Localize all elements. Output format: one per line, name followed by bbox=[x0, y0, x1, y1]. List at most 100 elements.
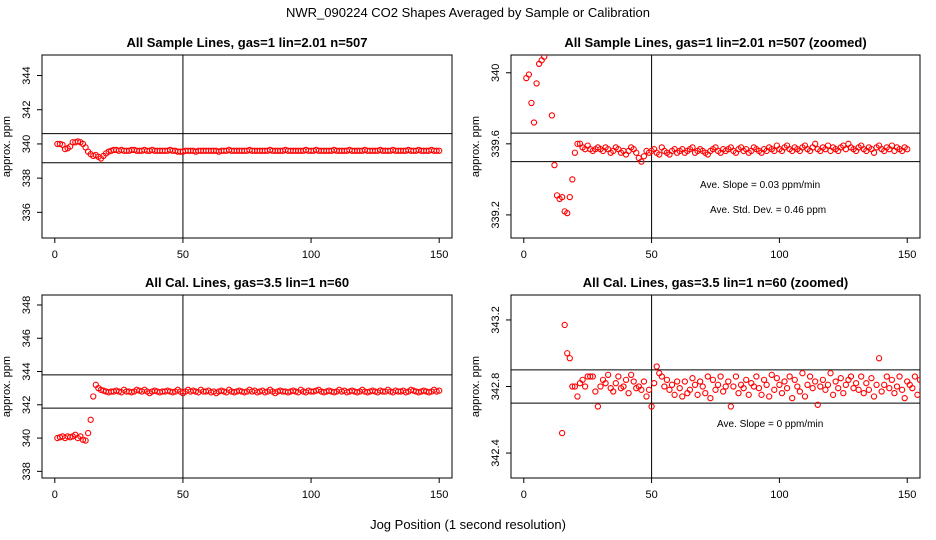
data-point bbox=[842, 381, 850, 388]
data-point bbox=[776, 381, 783, 388]
data-point bbox=[758, 391, 765, 398]
data-point bbox=[717, 373, 724, 380]
data-point bbox=[602, 380, 609, 387]
data-point bbox=[745, 391, 752, 398]
data-point bbox=[574, 393, 581, 400]
data-point bbox=[564, 209, 571, 217]
data-point bbox=[873, 381, 880, 388]
panel-2: All Sample Lines, gas=1 lin=2.01 n=507 (… bbox=[470, 35, 921, 261]
x-tick-label: 100 bbox=[302, 249, 320, 261]
data-point bbox=[627, 371, 635, 379]
data-point bbox=[643, 393, 650, 400]
figure-title: NWR_090224 CO2 Shapes Averaged by Sample… bbox=[286, 5, 650, 20]
data-point bbox=[901, 394, 908, 402]
plot-frame bbox=[41, 54, 453, 239]
data-point bbox=[812, 378, 819, 385]
data-point bbox=[763, 381, 770, 388]
panel-title: All Cal. Lines, gas=3.5 lin=1 n=60 (zoom… bbox=[583, 275, 849, 290]
data-point bbox=[789, 394, 796, 402]
data-point bbox=[571, 383, 579, 390]
data-point bbox=[806, 373, 814, 380]
data-point bbox=[930, 381, 935, 386]
x-tick-label: 50 bbox=[177, 489, 189, 501]
data-point bbox=[661, 383, 668, 390]
panel-title: All Cal. Lines, gas=3.5 lin=1 n=60 bbox=[145, 275, 349, 290]
data-point bbox=[574, 140, 581, 147]
data-point bbox=[783, 385, 791, 392]
data-point bbox=[923, 379, 928, 384]
x-tick-label: 50 bbox=[645, 249, 657, 261]
data-point bbox=[760, 376, 768, 383]
data-point bbox=[668, 381, 676, 388]
data-point bbox=[681, 378, 688, 385]
data-point bbox=[835, 385, 842, 392]
data-point bbox=[676, 385, 683, 392]
data-point bbox=[893, 383, 901, 390]
data-point bbox=[791, 376, 798, 383]
data-point bbox=[436, 387, 443, 394]
data-point bbox=[653, 363, 660, 370]
data-point bbox=[730, 383, 737, 390]
data-point bbox=[794, 383, 801, 390]
data-point bbox=[714, 381, 722, 388]
data-point bbox=[548, 112, 556, 119]
data-point bbox=[689, 375, 696, 382]
data-point bbox=[829, 391, 837, 398]
data-point bbox=[891, 390, 898, 397]
y-tick-label: 342.4 bbox=[490, 439, 502, 467]
x-tick-label: 150 bbox=[898, 489, 916, 501]
data-point bbox=[863, 380, 870, 387]
data-point bbox=[558, 429, 566, 437]
y-tick-label: 346 bbox=[21, 329, 33, 347]
data-point bbox=[768, 371, 775, 379]
data-point bbox=[799, 370, 806, 377]
data-point bbox=[587, 373, 594, 380]
data-point bbox=[852, 380, 860, 387]
data-point bbox=[589, 373, 596, 380]
y-tick-label: 348 bbox=[21, 296, 33, 314]
data-point bbox=[638, 386, 645, 393]
data-point bbox=[722, 383, 729, 390]
data-point bbox=[704, 373, 711, 380]
data-point bbox=[638, 158, 645, 165]
data-point bbox=[909, 385, 916, 392]
data-point bbox=[720, 388, 727, 395]
data-point bbox=[645, 386, 653, 393]
data-point bbox=[620, 383, 627, 390]
data-point bbox=[858, 373, 865, 380]
data-point bbox=[436, 147, 443, 154]
data-point bbox=[727, 403, 734, 410]
x-tick-label: 150 bbox=[430, 249, 448, 261]
data-point bbox=[569, 383, 576, 390]
y-tick-label: 344 bbox=[21, 66, 33, 84]
data-point bbox=[656, 151, 663, 158]
data-point bbox=[697, 378, 704, 385]
data-point bbox=[735, 390, 742, 397]
data-point bbox=[740, 385, 747, 392]
data-point bbox=[796, 388, 804, 395]
data-point bbox=[847, 373, 855, 380]
data-point bbox=[824, 381, 832, 388]
panel-1: All Sample Lines, gas=1 lin=2.01 n=507 ap… bbox=[1, 35, 453, 261]
data-point bbox=[809, 385, 816, 392]
data-point bbox=[558, 193, 566, 201]
data-point bbox=[914, 391, 920, 398]
data-points bbox=[54, 381, 443, 444]
data-point bbox=[610, 388, 617, 395]
data-point bbox=[651, 380, 658, 387]
x-tick-label: 150 bbox=[430, 489, 448, 501]
y-tick-label: 338 bbox=[21, 462, 33, 480]
data-point bbox=[566, 355, 573, 362]
plot-frame bbox=[41, 294, 453, 479]
data-point bbox=[812, 140, 819, 147]
data-point bbox=[686, 386, 694, 393]
data-point bbox=[84, 429, 92, 437]
data-point bbox=[433, 147, 440, 154]
data-point bbox=[530, 119, 538, 126]
data-point bbox=[544, 49, 549, 54]
y-axis-label: approx. ppm bbox=[1, 116, 13, 177]
data-point bbox=[778, 390, 786, 397]
data-point bbox=[883, 373, 890, 380]
data-point bbox=[691, 381, 699, 388]
